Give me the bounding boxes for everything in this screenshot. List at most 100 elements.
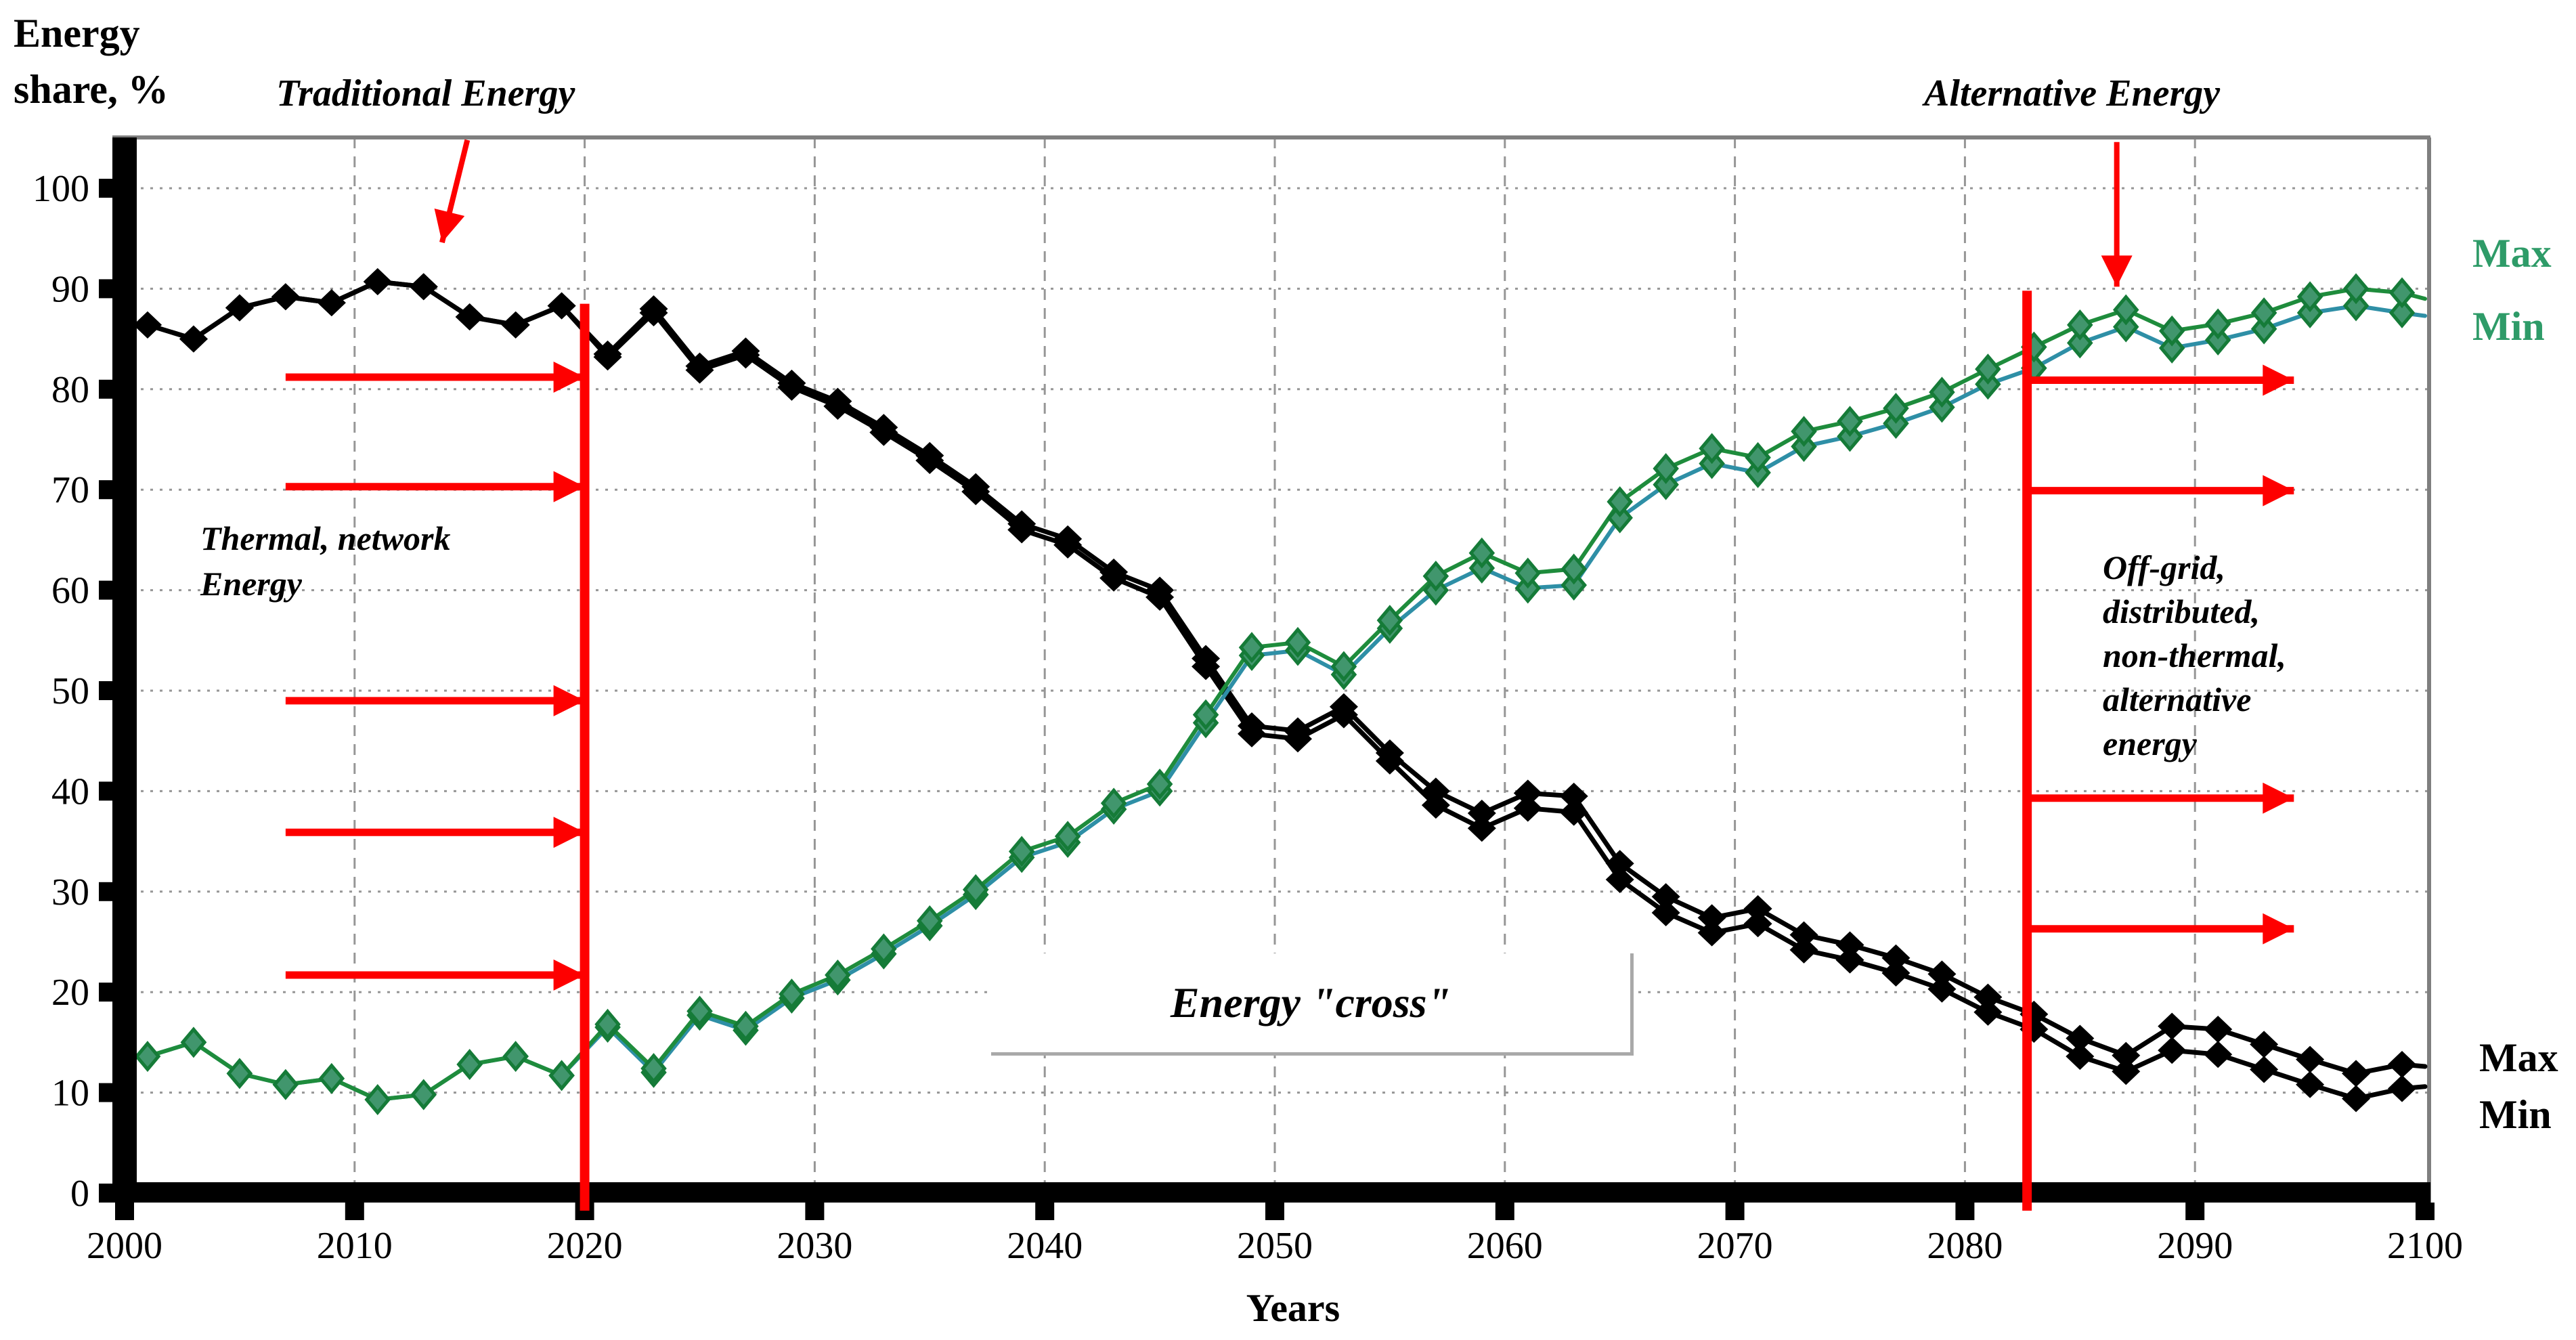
x-tick [805, 1203, 825, 1220]
traditional-max-marker [2066, 1024, 2095, 1052]
traditional-max-marker [225, 294, 254, 322]
y-tick-label: 50 [51, 670, 89, 712]
alternative-max-marker [410, 1079, 437, 1110]
alternative-max-marker [2296, 281, 2323, 313]
axes [99, 137, 2435, 1220]
alternative-max-marker [917, 905, 943, 936]
x-tick-label: 2020 [547, 1225, 623, 1267]
traditional-max-marker [1605, 850, 1634, 878]
alternative-max-marker [1560, 553, 1588, 585]
alternative-max-marker [1146, 769, 1173, 800]
alternative-max-marker [2158, 315, 2185, 347]
traditional-min-label: Min [2479, 1092, 2552, 1137]
y-tick [99, 781, 114, 801]
plot-border [112, 135, 2431, 1203]
alternative-min-marker [2204, 324, 2231, 355]
alternative-max-marker [1975, 353, 2001, 385]
alternative-max-marker [134, 1041, 161, 1073]
traditional-max-marker [179, 325, 208, 353]
alternative-max-marker [1791, 416, 1817, 448]
alternative-min-label: Min [2472, 304, 2545, 349]
traditional-max-label: Max [2479, 1035, 2558, 1080]
alternative-min-marker [2296, 297, 2323, 328]
alternative-max-marker [594, 1008, 621, 1040]
alternative-max-marker [2204, 308, 2231, 340]
energy-cross-callout: Energy "cross" [991, 953, 1634, 1056]
x-tick-label: 2050 [1237, 1225, 1313, 1267]
traditional-min-marker [2158, 1037, 2187, 1064]
alternative-max-marker [1653, 453, 1679, 484]
alternative-min-marker [1653, 469, 1679, 500]
traditional-max-marker [1007, 510, 1036, 538]
traditional-max-marker [823, 387, 852, 415]
traditional-max-marker [961, 473, 990, 500]
offgrid-line-5: energy [2103, 725, 2197, 762]
traditional-min-marker [1467, 815, 1496, 842]
alternative-min-marker [2388, 297, 2416, 328]
alternative-max-marker [1284, 626, 1311, 658]
x-tick [115, 1203, 134, 1220]
traditional-max-marker [271, 283, 300, 311]
traditional-min-marker [2388, 1075, 2417, 1102]
traditional-max-marker [2112, 1041, 2141, 1069]
traditional-max-marker [1927, 960, 1957, 988]
traditional-max-marker [1238, 712, 1267, 739]
alternative-max-marker [1883, 393, 1909, 424]
y-axis-title-line1: Energy [14, 11, 140, 56]
y-tick [99, 1184, 114, 1203]
traditional-min-marker [1743, 910, 1772, 938]
traditional-max-marker [1513, 779, 1542, 807]
y-tick-label: 90 [51, 268, 89, 310]
traditional-pointer-arrow [434, 139, 471, 244]
x-tick-label: 2090 [2157, 1225, 2233, 1267]
traditional-max-marker [1375, 739, 1404, 767]
traditional-max-marker [1973, 983, 2003, 1011]
alternative-max-marker [1238, 632, 1265, 664]
traditional-max-marker [1099, 558, 1129, 586]
alternative-max-marker [825, 959, 851, 991]
traditional-min-marker [2204, 1041, 2233, 1068]
alternative-max-marker [2067, 309, 2093, 341]
traditional-min-marker [2342, 1085, 2371, 1112]
alternative-max-marker [871, 933, 897, 965]
alternative-max-marker [1699, 433, 1725, 464]
traditional-max-marker [1421, 777, 1450, 805]
traditional-max-marker [1835, 931, 1864, 959]
thermal-line-1: Thermal, network [200, 519, 451, 557]
traditional-max-marker [915, 441, 944, 469]
thermal-network-annotation: Thermal, network Energy [200, 516, 450, 607]
traditional-max-marker [455, 303, 484, 330]
alternative-max-marker [2112, 294, 2139, 326]
traditional-min-marker [1835, 946, 1864, 974]
traditional-max-marker [2158, 1012, 2187, 1040]
x-tick-label: 2000 [87, 1225, 162, 1267]
traditional-max-marker [777, 369, 806, 397]
x-tick [1955, 1203, 1975, 1220]
alternative-max-marker [1607, 486, 1633, 517]
traditional-max-marker [869, 414, 898, 441]
traditional-min-marker [1697, 919, 1726, 947]
y-tick [99, 1083, 114, 1102]
offgrid-line-3: non-thermal, [2103, 636, 2286, 674]
traditional-min-marker [2250, 1056, 2279, 1083]
alternative-max-marker [272, 1068, 299, 1100]
y-axis-title: Energy share, % [14, 5, 169, 118]
x-tick-label: 2070 [1697, 1225, 1773, 1267]
x-tick [345, 1203, 364, 1220]
alternative-max-marker [1514, 557, 1542, 589]
energy-cross-label: Energy "cross" [1170, 978, 1451, 1026]
traditional-min-marker [2296, 1071, 2325, 1098]
y-tick-label: 70 [51, 469, 89, 511]
y-tick [99, 480, 114, 500]
traditional-max-marker [2204, 1016, 2233, 1043]
traditional-max-marker [1881, 944, 1911, 972]
alternative-min-marker [2342, 290, 2370, 322]
alternative-min-marker [1607, 502, 1633, 534]
alternative-min-marker [1560, 569, 1588, 601]
alternative-max-marker [1745, 441, 1771, 473]
traditional-max-marker [1467, 800, 1496, 827]
alternative-max-marker [1100, 787, 1127, 819]
y-tick-label: 0 [70, 1173, 89, 1215]
